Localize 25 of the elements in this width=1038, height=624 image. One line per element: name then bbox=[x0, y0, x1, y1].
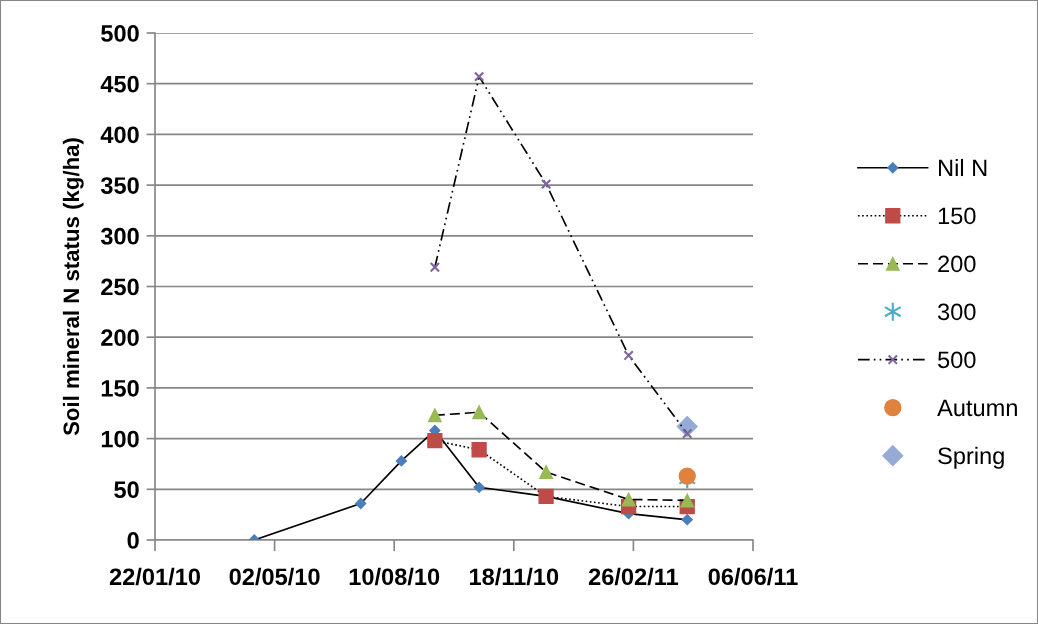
y-tick-label: 450 bbox=[100, 75, 139, 93]
y-tick-label: 350 bbox=[100, 177, 139, 194]
y-tick-label: 300 bbox=[100, 227, 139, 245]
x-tick-label: 18/11/10 bbox=[469, 567, 559, 586]
legend-label: Spring bbox=[938, 446, 1004, 469]
y-tick-label: 150 bbox=[101, 379, 139, 397]
legend-label: Nil N bbox=[939, 158, 987, 177]
y-tick-label: 50 bbox=[114, 481, 139, 499]
y-tick-label: 400 bbox=[100, 126, 139, 144]
x-tick-label: 10/08/10 bbox=[349, 567, 440, 586]
y-tick-label: 0 bbox=[127, 532, 139, 549]
legend-label: 150 bbox=[938, 207, 976, 225]
y-tick-label: 250 bbox=[101, 278, 139, 296]
legend-label: 300 bbox=[937, 303, 976, 321]
legend-label: 200 bbox=[938, 255, 976, 273]
x-tick-label: 06/06/11 bbox=[708, 567, 798, 586]
x-tick-label: 02/05/10 bbox=[229, 567, 320, 586]
legend-label: 500 bbox=[938, 351, 976, 369]
x-tick-label: 26/02/11 bbox=[588, 567, 679, 586]
y-tick-label: 200 bbox=[101, 329, 139, 346]
y-axis-title: Soil mineral N status (kg/ha) bbox=[62, 138, 84, 436]
x-tick-label: 22/01/10 bbox=[109, 567, 200, 586]
legend-label: Autumn bbox=[937, 399, 1017, 417]
y-tick-label: 100 bbox=[101, 430, 139, 448]
y-tick-label: 500 bbox=[101, 25, 139, 42]
